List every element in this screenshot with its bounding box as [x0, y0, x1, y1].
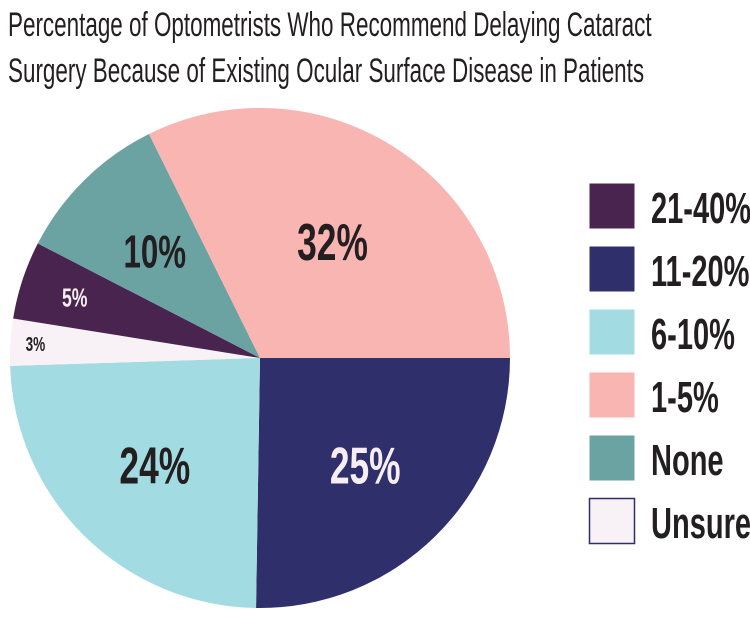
pie-slice-Unsure	[10, 318, 261, 366]
data-label-21-40%: 5%	[62, 283, 88, 312]
pie-slice-11-20%	[256, 358, 510, 608]
legend-swatch-1-5%	[589, 372, 635, 418]
legend-swatch-6-10%	[589, 309, 635, 355]
pie-slice-21-40%	[13, 243, 261, 358]
legend-label-None: None	[651, 435, 724, 485]
legend-label-Unsure: Unsure	[651, 498, 750, 548]
legend-swatch-21-40%	[589, 183, 635, 229]
chart-title-line-1: Percentage of Optometrists Who Recommend…	[8, 6, 652, 44]
legend-swatch-None	[589, 435, 635, 481]
data-label-None: 10%	[123, 227, 186, 278]
pie-slice-6-10%	[10, 358, 260, 608]
legend-label-1-5%: 1-5%	[651, 372, 719, 422]
chart-title-line-2: Surgery Because of Existing Ocular Surfa…	[8, 52, 645, 90]
legend-swatch-11-20%	[589, 246, 635, 292]
data-label-Unsure: 3%	[26, 333, 46, 355]
data-label-1-5%: 32%	[297, 214, 368, 271]
legend-label-11-20%: 11-20%	[651, 246, 749, 296]
pie-slice-None	[37, 134, 260, 358]
data-label-11-20%: 25%	[330, 438, 401, 495]
pie-slice-1-5%	[148, 108, 511, 358]
data-label-6-10%: 24%	[119, 438, 190, 495]
legend-swatch-Unsure	[588, 497, 636, 545]
legend-label-6-10%: 6-10%	[651, 309, 735, 359]
legend-label-21-40%: 21-40%	[651, 183, 750, 233]
